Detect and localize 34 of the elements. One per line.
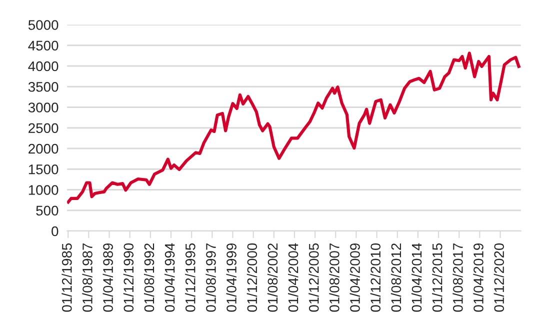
x-tick-label: 01/12/2010 — [370, 243, 381, 312]
x-tick-label: 01/12/1990 — [123, 243, 134, 312]
x-tick-label: 01/04/1999 — [226, 243, 236, 312]
y-tick-label: 1000 — [28, 185, 58, 195]
y-tick-label: 2000 — [28, 144, 58, 154]
x-tick-label: 01/08/2002 — [267, 243, 278, 312]
y-tick-label: 500 — [36, 206, 58, 216]
x-tick-label: 01/04/2004 — [288, 243, 298, 312]
x-tick-label: 01/04/2019 — [473, 243, 484, 312]
x-tick-label: 01/12/2020 — [494, 243, 504, 312]
x-tick-label: 01/08/1997 — [206, 243, 216, 312]
y-tick-label: 2500 — [28, 123, 58, 134]
x-tick-label: 01/12/2005 — [308, 243, 319, 312]
y-tick-label: 4000 — [28, 61, 58, 72]
x-tick-label: 01/04/1994 — [164, 243, 175, 312]
y-tick-label: 3500 — [28, 82, 58, 92]
x-tick-label: 01/04/2014 — [411, 243, 422, 312]
y-tick-label: 3000 — [28, 102, 58, 112]
y-tick-label: 0 — [52, 226, 58, 236]
x-tick-label: 01/08/1992 — [144, 243, 154, 312]
line-series — [67, 52, 520, 204]
y-tick-label: 5000 — [28, 20, 58, 30]
x-tick-label: 01/12/1985 — [62, 243, 72, 312]
y-tick-label: 4500 — [28, 40, 58, 51]
y-tick-label: 1500 — [28, 164, 58, 174]
x-tick-label: 01/12/2000 — [246, 243, 258, 312]
x-tick-label: 01/12/1995 — [185, 243, 196, 312]
x-tick-label: 01/08/2017 — [452, 243, 463, 312]
x-tick-label: 01/08/1987 — [82, 243, 92, 312]
x-tick-label: 01/12/2015 — [432, 243, 442, 312]
x-tick-label: 01/08/2007 — [329, 243, 340, 312]
x-tick-label: 01/04/1989 — [102, 243, 113, 312]
x-tick-label: 01/08/2012 — [390, 243, 402, 312]
x-tick-label: 01/04/2009 — [350, 243, 360, 312]
